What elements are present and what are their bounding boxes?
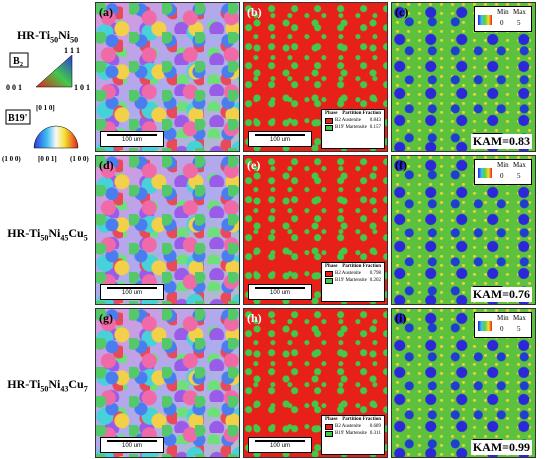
panel-tag: (h): [247, 311, 262, 325]
b2-label: B: [13, 56, 20, 67]
b2-ipf-triangle: [35, 54, 73, 88]
panel-tag: (f): [395, 158, 407, 172]
panel-tag: (a): [99, 5, 113, 19]
scale-bar: 100 um: [100, 437, 164, 453]
b19-001-label: [0 0 1]: [38, 155, 57, 163]
kam-average-value: KAM=0.76: [470, 287, 532, 302]
phase-map-h: (h) 100 um Phase Partition Fraction B2 Au…: [243, 308, 388, 458]
ipf-color-key: B 2 1 1 1 0 0 1 1 0 1 B19' [0 1 0] (1 0 …: [0, 45, 95, 165]
sample-label-row1: HR-Ti50Ni50: [16, 28, 79, 45]
b19-010-label: [0 1 0]: [36, 104, 55, 112]
panel-tag: (c): [395, 5, 409, 19]
ipf-key-graphic: B 2 1 1 1 0 0 1 1 0 1 B19' [0 1 0] (1 0 …: [2, 46, 90, 163]
panel-tag: (b): [247, 5, 262, 19]
kam-average-value: KAM=0.83: [470, 134, 532, 149]
b19-label: B19': [8, 113, 28, 124]
scale-bar: 100 um: [248, 284, 312, 300]
ipf-map-d: (d) 100 um: [95, 155, 240, 305]
b2-101-label: 1 0 1: [74, 83, 90, 92]
ipf-map-a: (a) 100 um: [95, 2, 240, 152]
scale-bar: 100 um: [248, 131, 312, 147]
phase-fraction-legend: Phase Partition Fraction B2 Austenite 0.84…: [321, 109, 385, 149]
panel-tag: (d): [99, 158, 114, 172]
scale-bar: 100 um: [248, 437, 312, 453]
phase-map-b: (b) 100 um Phase Partition Fraction B2 Au…: [243, 2, 388, 152]
kam-average-value: KAM=0.99: [470, 440, 532, 455]
scale-bar: 100 um: [100, 284, 164, 300]
b2-label-box: [9, 52, 29, 68]
b19-ipf-semicircle: [33, 125, 79, 149]
phase-fraction-legend: Phase Partition Fraction B2 Austenite 0.68…: [321, 415, 385, 455]
b2-001-label: 0 0 1: [6, 83, 22, 92]
b19-label-box: [5, 109, 31, 125]
sample-label-row2: HR-Ti50Ni45Cu5: [7, 226, 88, 243]
b19-100-label: (1 0 0): [70, 155, 89, 163]
panel-tag: (i): [395, 311, 407, 325]
sample-label-row3: HR-Ti50Ni43Cu7: [7, 377, 88, 394]
b2-subscript: 2: [20, 62, 23, 68]
ipf-map-g: (g) 100 um: [95, 308, 240, 458]
panel-tag: (g): [99, 311, 113, 325]
b2-111-label: 1 1 1: [64, 46, 80, 55]
b19-100bar-label: (1 0 0): [2, 155, 21, 163]
phase-fraction-legend: Phase Partition Fraction B2 Austenite 0.79…: [321, 262, 385, 302]
phase-map-e: (e) 100 um Phase Partition Fraction B2 Au…: [243, 155, 388, 305]
panel-tag: (e): [247, 158, 261, 172]
scale-bar: 100 um: [100, 131, 164, 147]
